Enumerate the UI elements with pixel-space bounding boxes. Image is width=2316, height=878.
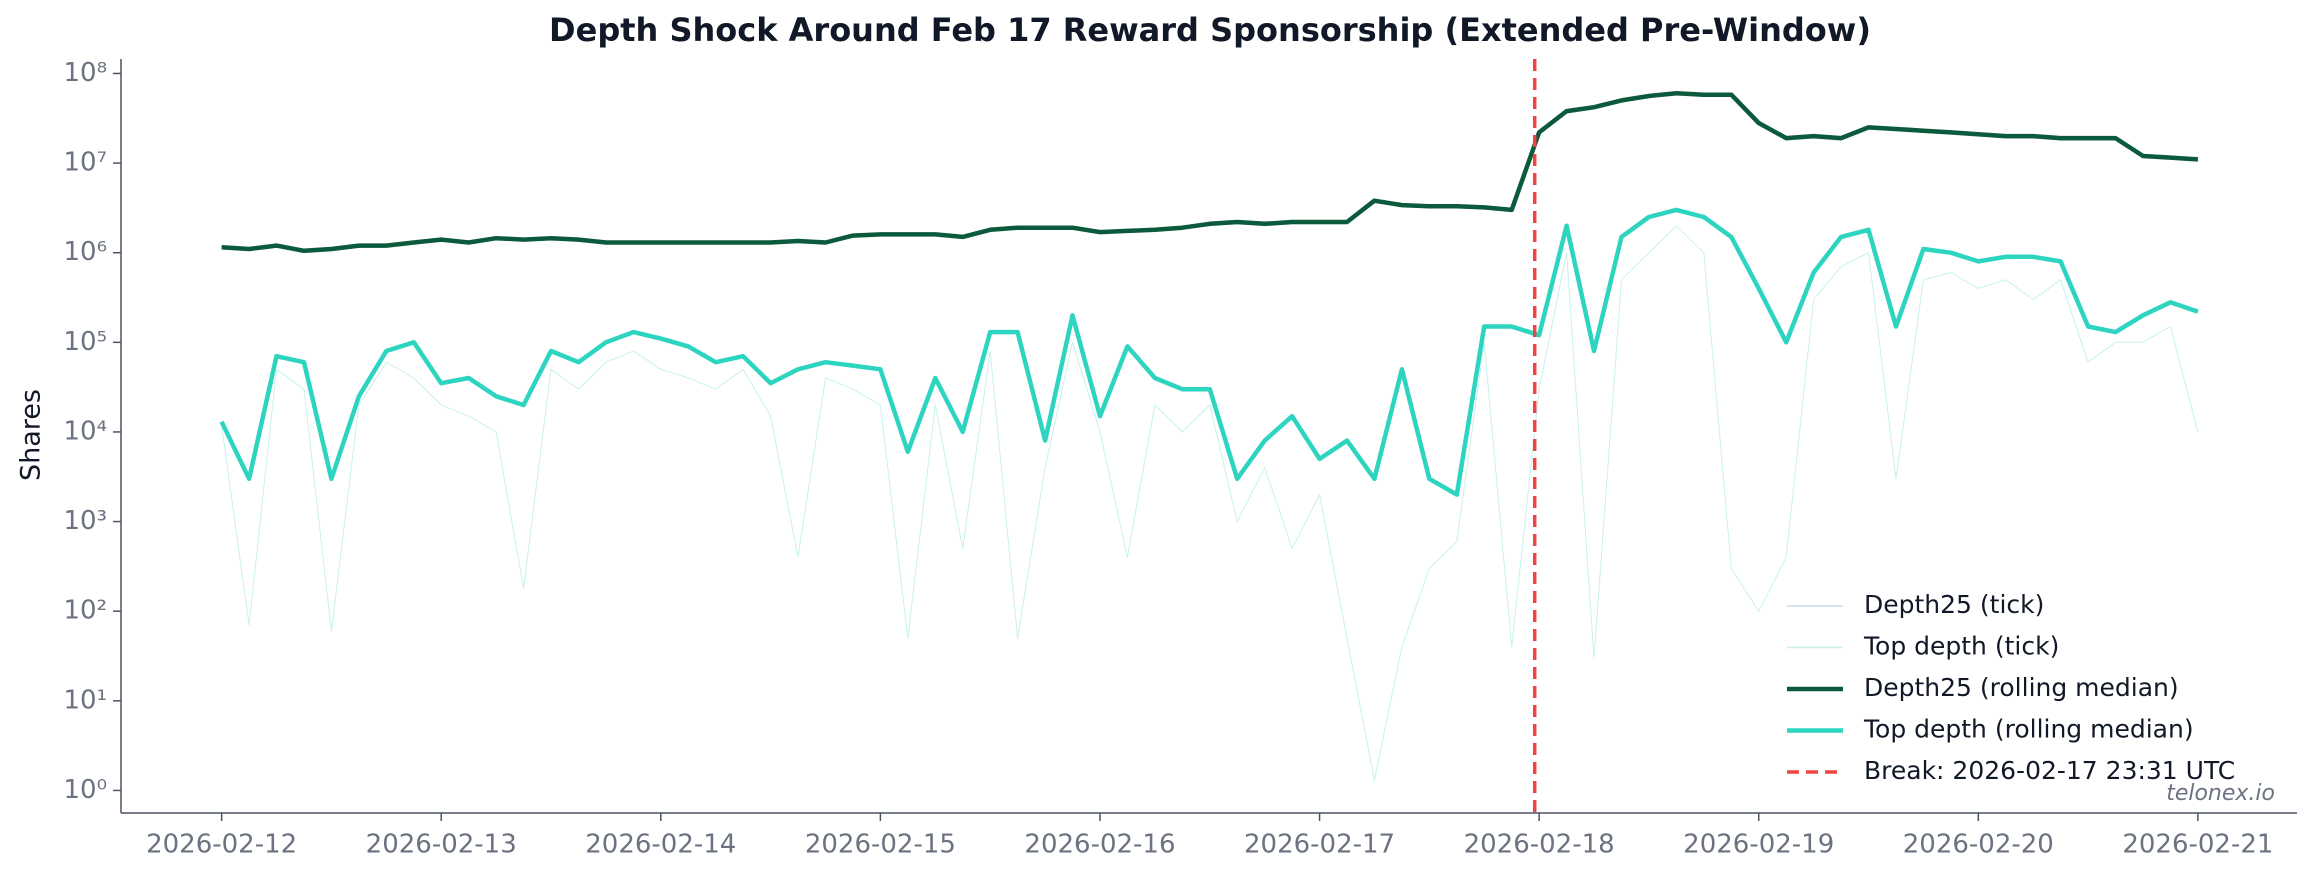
x-tick-label: 2026-02-21	[2122, 830, 2273, 860]
x-tick-label: 2026-02-13	[366, 830, 517, 860]
legend-label: Depth25 (tick)	[1864, 590, 2044, 619]
plot-area	[219, 59, 2199, 813]
y-tick-label: 10¹	[63, 685, 107, 715]
legend-label: Top depth (rolling median)	[1863, 715, 2194, 744]
x-tick-label: 2026-02-19	[1683, 830, 1834, 860]
series-line	[221, 91, 2199, 254]
chart-title: Depth Shock Around Feb 17 Reward Sponsor…	[549, 11, 1871, 49]
legend-label: Top depth (tick)	[1863, 632, 2059, 661]
x-tick-label: 2026-02-20	[1903, 830, 2054, 860]
y-tick-label: 10³	[63, 506, 107, 536]
legend: Depth25 (tick) Top depth (tick) Depth25 (r…	[1787, 590, 2235, 785]
y-tick-label: 10⁶	[63, 237, 107, 267]
x-tick-label: 2026-02-18	[1464, 830, 1615, 860]
legend-label: Break: 2026-02-17 23:31 UTC	[1864, 756, 2235, 785]
x-tick-label: 2026-02-12	[146, 830, 297, 860]
x-tick-label: 2026-02-16	[1024, 830, 1175, 860]
y-tick-label: 10⁷	[63, 148, 107, 178]
x-tick-label: 2026-02-15	[805, 830, 956, 860]
y-tick-label: 10²	[63, 596, 107, 626]
y-tick-label: 10⁴	[63, 416, 107, 446]
y-tick-label: 10⁰	[63, 775, 107, 805]
y-tick-label: 10⁸	[63, 58, 107, 88]
y-tick-label: 10⁵	[63, 327, 107, 357]
x-tick-label: 2026-02-14	[585, 830, 736, 860]
series-line	[219, 207, 2199, 497]
series-line	[221, 225, 2199, 781]
legend-label: Depth25 (rolling median)	[1864, 673, 2179, 702]
x-tick-label: 2026-02-17	[1244, 830, 1395, 860]
y-axis-label: Shares	[16, 389, 47, 481]
watermark: telonex.io	[2166, 781, 2275, 806]
